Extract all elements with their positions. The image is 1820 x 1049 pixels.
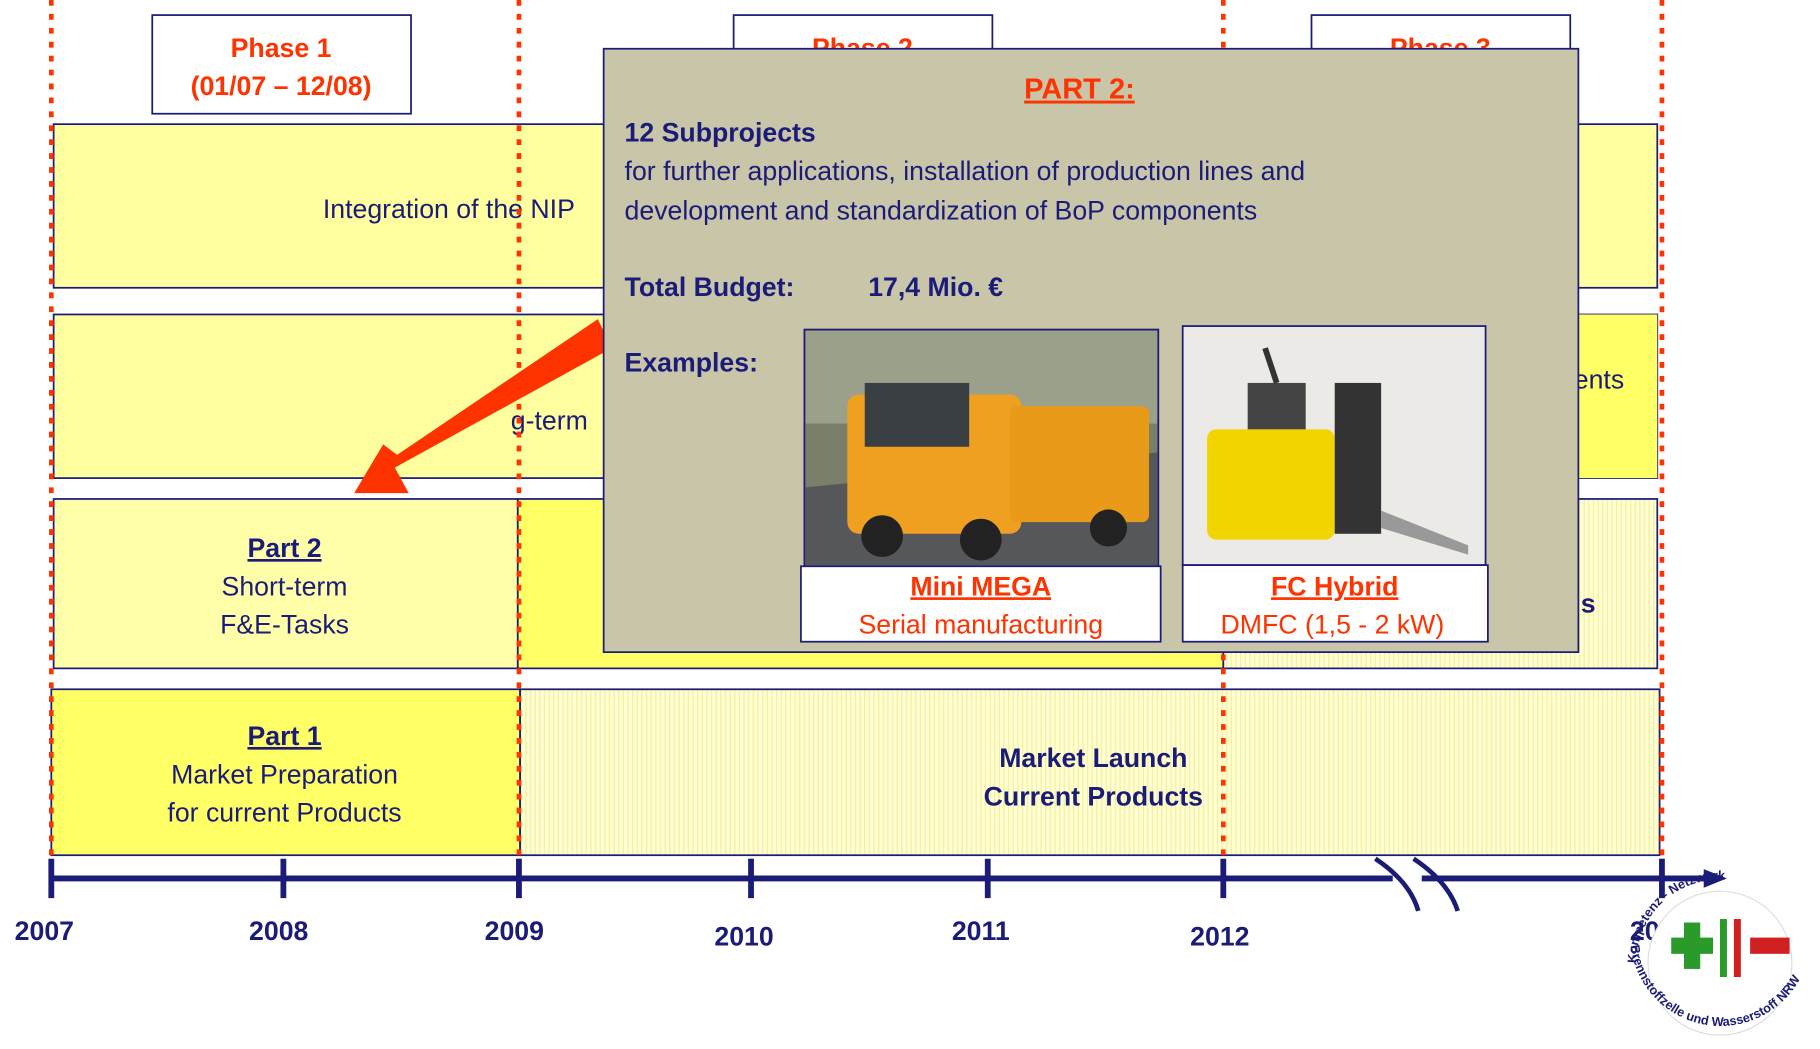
budget-value: 17,4 Mio. € (868, 272, 1003, 302)
year-label: 2012 (1190, 922, 1249, 952)
year-label: 2010 (714, 922, 773, 952)
example-detail: DMFC (1,5 - 2 kW) (1221, 610, 1445, 640)
launch-text: Current Products (984, 781, 1203, 811)
phase-label: Phase 1 (231, 33, 332, 63)
fragment-text: ents (1574, 365, 1624, 395)
phase-dates: (01/07 – 12/08) (191, 71, 372, 101)
timeline (51, 859, 1727, 911)
popup-text: development and standardization of BoP c… (625, 195, 1258, 225)
budget-label: Total Budget: (625, 272, 795, 302)
slide: Integration of the NIP g-term ents s Par… (0, 0, 1820, 1049)
photo-mini-mega (804, 330, 1158, 567)
popup: PART 2: 12 Subprojects for further appli… (604, 49, 1579, 652)
example-name: Mini MEGA (910, 571, 1051, 601)
year-labels: 2007200820092010201120122017 (15, 916, 1690, 952)
part-title: Part 2 (247, 533, 321, 563)
part-text: Market Preparation (171, 759, 398, 789)
part-text: Short-term (222, 571, 348, 601)
photo-fc-hybrid (1183, 326, 1486, 565)
fragment-text: g-term (511, 405, 588, 435)
year-label: 2009 (485, 916, 544, 946)
row-highlight (1574, 314, 1658, 478)
popup-subtitle: 12 Subprojects (625, 118, 816, 148)
year-label: 2011 (952, 916, 1010, 946)
page: Integration of the NIP g-term ents s Par… (0, 0, 1820, 1049)
year-label: 2008 (249, 916, 309, 946)
example-name: FC Hybrid (1271, 571, 1398, 601)
part-text: F&E-Tasks (220, 610, 349, 640)
fragment-text: s (1581, 589, 1596, 619)
part-text: for current Products (167, 798, 401, 828)
part-title: Part 1 (247, 721, 321, 751)
launch-text: Market Launch (999, 743, 1187, 773)
popup-text: for further applications, installation o… (625, 156, 1306, 186)
examples-label: Examples: (625, 347, 758, 377)
example-detail: Serial manufacturing (858, 610, 1103, 640)
popup-title: PART 2: (1024, 74, 1135, 106)
row-text: Integration of the NIP (323, 194, 575, 224)
year-label: 2007 (15, 916, 74, 946)
logo: Kompetenz - Netzwerk Brennstoffzelle und… (1624, 868, 1803, 1036)
